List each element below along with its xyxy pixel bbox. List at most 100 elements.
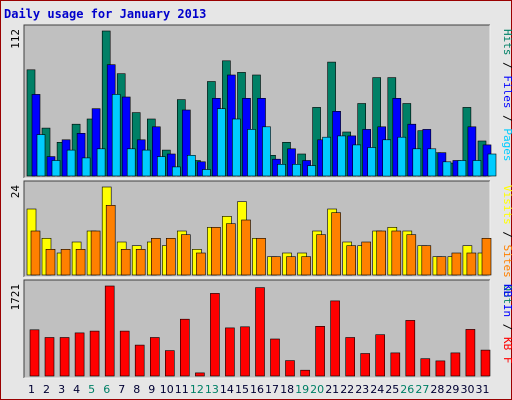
- bar-pages-day-24: [382, 139, 392, 177]
- bar-kb-f-day-15: [240, 326, 250, 377]
- bar-kb-f-day-4: [74, 332, 85, 377]
- legend-item: Out: [501, 278, 512, 305]
- bar-pages-day-26: [412, 148, 422, 177]
- bar-kb-f-day-9: [150, 337, 160, 377]
- day-label-8: 8: [133, 383, 140, 396]
- bar-sites-day-14: [226, 223, 236, 276]
- panel-2-highlight: [24, 181, 491, 278]
- panel-1-highlight: [24, 25, 491, 179]
- bar-kb-f-day-22: [345, 337, 356, 377]
- bar-kb-f-day-14: [225, 327, 235, 377]
- bar-pages-day-31: [487, 153, 497, 177]
- panel-2-axis-max-label: 24: [9, 185, 22, 199]
- bar-pages-day-16: [262, 126, 271, 177]
- bar-kb-f-day-5: [89, 330, 100, 377]
- bar-kb-f-day-10: [165, 350, 175, 377]
- bar-sites-day-26: [406, 234, 417, 276]
- bar-pages-day-30: [472, 160, 482, 177]
- bar-pages-day-19: [307, 165, 316, 177]
- bar-files-day-10: [167, 153, 176, 177]
- day-label-2: 2: [43, 383, 50, 396]
- day-label-25: 25: [385, 383, 399, 396]
- bar-kb-f-day-11: [180, 318, 190, 377]
- day-label-7: 7: [118, 383, 125, 396]
- bar-kb-f-day-29: [450, 352, 461, 377]
- bar-kb-f-day-31: [480, 349, 491, 377]
- legend-item: Visits: [501, 185, 512, 225]
- bar-sites-day-23: [361, 241, 372, 276]
- bar-files-day-4: [76, 133, 86, 177]
- day-label-24: 24: [370, 383, 384, 396]
- bar-kb-f-day-28: [435, 360, 446, 377]
- bar-sites-day-29: [451, 252, 462, 276]
- bar-sites-day-25: [391, 230, 402, 276]
- bar-kb-f-day-17: [270, 338, 280, 377]
- day-label-6: 6: [103, 383, 110, 396]
- bar-kb-f-day-26: [405, 320, 416, 377]
- bar-pages-day-28: [442, 161, 452, 177]
- bar-kb-f-day-8: [134, 344, 145, 377]
- bar-sites-day-5: [90, 230, 101, 276]
- panel-1-axis-max-label: 112: [9, 29, 22, 49]
- bar-pages-day-11: [187, 155, 196, 177]
- bar-files-day-7: [121, 96, 131, 177]
- day-label-3: 3: [58, 383, 65, 396]
- chart-title: Daily usage for January 2013: [4, 7, 206, 21]
- bar-sites-day-3: [60, 249, 71, 276]
- bar-files-day-30: [467, 126, 477, 177]
- bar-sites-day-18: [286, 256, 296, 276]
- bar-pages-day-21: [337, 135, 346, 177]
- panel-3-shadow: [23, 279, 490, 378]
- bar-kb-f-day-21: [330, 300, 340, 377]
- bar-pages-day-29: [457, 160, 467, 177]
- bar-pages-day-18: [292, 164, 301, 177]
- day-label-15: 15: [235, 383, 249, 396]
- bar-files-day-11: [182, 109, 191, 177]
- bar-sites-day-11: [181, 234, 191, 276]
- bar-pages-day-15: [247, 129, 256, 177]
- legend-item: /: [501, 56, 512, 76]
- day-label-10: 10: [160, 383, 174, 396]
- bar-pages-day-27: [427, 148, 437, 177]
- day-label-30: 30: [461, 383, 475, 396]
- bar-sites-day-16: [256, 238, 266, 276]
- bar-pages-day-23: [367, 147, 377, 177]
- day-label-28: 28: [430, 383, 444, 396]
- bar-sites-day-1: [30, 230, 41, 276]
- bar-sites-day-15: [241, 219, 251, 276]
- bar-kb-f-day-20: [315, 325, 325, 377]
- bar-pages-day-13: [217, 108, 226, 177]
- bar-files-day-5: [91, 108, 101, 177]
- bar-sites-day-4: [75, 249, 86, 276]
- day-label-17: 17: [265, 383, 279, 396]
- legend-item: KB In: [501, 284, 512, 317]
- bar-pages-day-1: [36, 134, 46, 177]
- bar-kb-f-day-19: [300, 369, 310, 377]
- day-label-23: 23: [355, 383, 369, 396]
- day-label-5: 5: [88, 383, 95, 396]
- bar-pages-day-3: [66, 149, 76, 177]
- bar-kb-f-day-6: [104, 285, 115, 377]
- bar-files-day-9: [152, 126, 161, 177]
- day-label-18: 18: [280, 383, 294, 396]
- bar-sites-day-21: [331, 212, 341, 276]
- bar-sites-day-7: [120, 249, 131, 276]
- panel-3-highlight: [24, 280, 491, 379]
- day-label-13: 13: [205, 383, 219, 396]
- bar-sites-day-17: [271, 256, 281, 276]
- bar-kb-f-day-18: [285, 360, 295, 377]
- bar-sites-day-8: [135, 249, 146, 276]
- bar-sites-day-19: [301, 256, 311, 276]
- legend-item: Files: [501, 75, 512, 108]
- bar-sites-day-6: [105, 205, 116, 276]
- bar-sites-day-28: [436, 256, 447, 276]
- panel-1-legend: Hits / Files / Pages: [501, 29, 512, 162]
- bar-sites-day-20: [316, 234, 326, 276]
- bar-kb-f-day-2: [44, 337, 55, 377]
- day-label-29: 29: [445, 383, 459, 396]
- day-label-20: 20: [310, 383, 324, 396]
- panel-2-shadow: [23, 180, 490, 277]
- day-label-12: 12: [190, 383, 204, 396]
- bar-pages-day-9: [157, 156, 166, 177]
